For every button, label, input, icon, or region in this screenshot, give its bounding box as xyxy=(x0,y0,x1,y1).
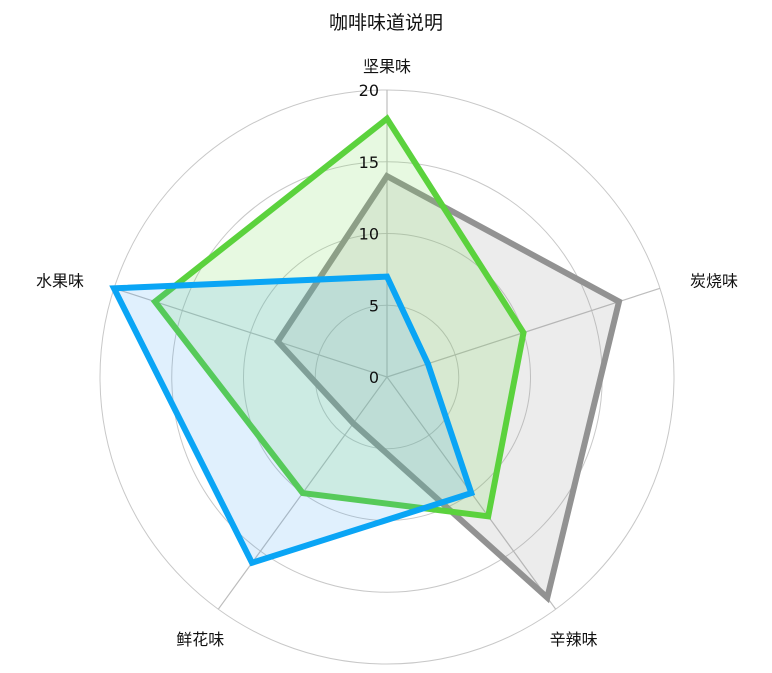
tick-label: 5 xyxy=(369,296,379,315)
tick-label: 0 xyxy=(369,368,379,387)
axis-label: 炭烧味 xyxy=(690,271,738,290)
tick-label: 10 xyxy=(359,225,379,244)
tick-label: 20 xyxy=(359,81,379,100)
axis-label: 坚果味 xyxy=(363,57,411,76)
tick-label: 15 xyxy=(359,153,379,172)
axis-label: 鲜花味 xyxy=(176,630,224,649)
axis-label: 辛辣味 xyxy=(550,630,598,649)
axis-label: 水果味 xyxy=(36,271,84,290)
series-2-polygon xyxy=(150,114,527,520)
chart-title: 咖啡味道说明 xyxy=(328,12,443,34)
series-3-polygon xyxy=(109,273,476,567)
